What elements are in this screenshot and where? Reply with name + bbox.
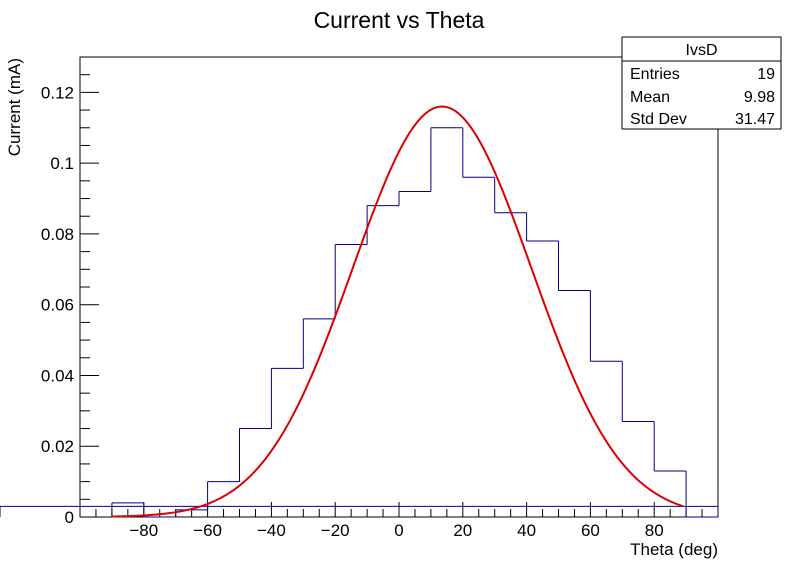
y-tick-label: 0.06 bbox=[41, 296, 74, 315]
x-axis-label: Theta (deg) bbox=[630, 540, 718, 559]
stats-stddev-label: Std Dev bbox=[630, 111, 687, 128]
y-tick-label: 0.1 bbox=[50, 154, 74, 173]
y-tick-label: 0.08 bbox=[41, 225, 74, 244]
stats-box-title: IvsD bbox=[686, 42, 718, 59]
x-tick-label: 40 bbox=[517, 521, 536, 540]
y-axis-label: Current (mA) bbox=[5, 58, 24, 156]
y-tick-label: 0.04 bbox=[41, 366, 74, 385]
stats-mean-label: Mean bbox=[630, 89, 670, 106]
x-tick-label: 80 bbox=[645, 521, 664, 540]
stats-entries-label: Entries bbox=[630, 66, 680, 83]
x-tick-label: 60 bbox=[581, 521, 600, 540]
gaussian-fit-curve bbox=[111, 105, 684, 518]
stats-entries-value: 19 bbox=[757, 66, 775, 83]
x-tick-label: 0 bbox=[394, 521, 403, 540]
x-tick-label: 20 bbox=[453, 521, 472, 540]
histogram-series bbox=[0, 127, 719, 518]
y-tick-label: 0.02 bbox=[41, 437, 74, 456]
stats-mean-value: 9.98 bbox=[744, 89, 775, 106]
y-tick-label: 0 bbox=[65, 508, 74, 527]
stats-box-frame bbox=[621, 36, 782, 130]
x-tick-label: −40 bbox=[257, 521, 286, 540]
x-tick-label: −20 bbox=[321, 521, 350, 540]
x-axis-ticks: −80 −60 −40 −20 0 20 40 60 80 bbox=[79, 502, 719, 540]
gaussian-fit-series bbox=[111, 105, 684, 518]
chart-title: Current vs Theta bbox=[314, 7, 485, 33]
y-axis-ticks: 0 0.02 0.04 0.06 0.08 0.1 0.12 bbox=[41, 56, 99, 527]
stats-stddev-value: 31.47 bbox=[735, 111, 775, 128]
x-tick-label: −60 bbox=[193, 521, 222, 540]
y-tick-label: 0.12 bbox=[41, 83, 74, 102]
stats-box: IvsD Entries 19 Mean 9.98 Std Dev 31.47 bbox=[621, 36, 782, 130]
x-tick-label: −80 bbox=[129, 521, 158, 540]
